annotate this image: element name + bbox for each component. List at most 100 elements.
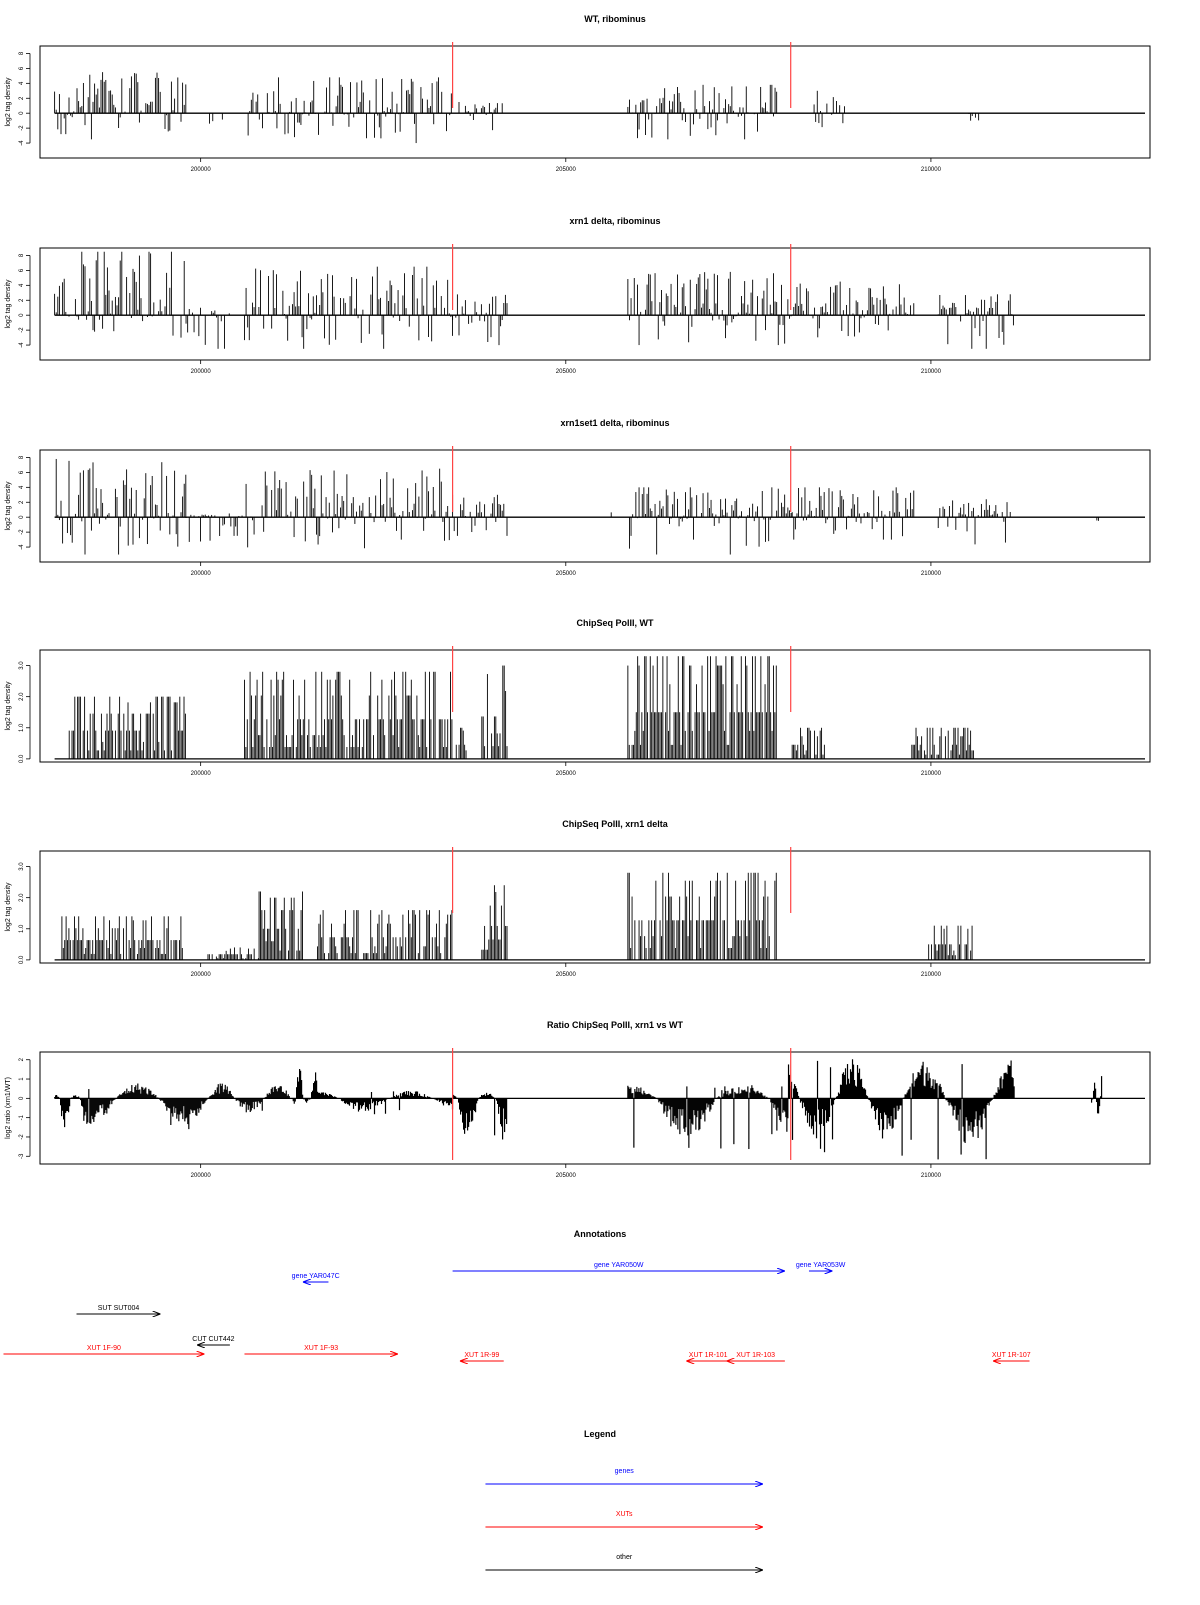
annotation-feature: gene YAR050W <box>452 1262 785 1271</box>
plot-frame <box>39 45 1151 159</box>
x-tick-label: 210000 <box>921 167 942 173</box>
signal-segment <box>627 1085 789 1150</box>
signal-segment <box>209 113 223 124</box>
signal-segment <box>791 487 915 540</box>
y-tick-label: 8 <box>19 51 25 55</box>
signal-segment <box>791 727 825 759</box>
annotation-feature: gene YAR053W <box>796 1262 846 1271</box>
legend-items: genes XUTs other <box>485 1468 763 1570</box>
y-tick-label: -2 <box>19 327 25 333</box>
panel-xrn1set1-ribominus: xrn1set1 delta, ribominus -4 -2 0 2 4 6 8 log2 t… <box>5 418 1151 577</box>
annotation-feature: gene YAR047C <box>292 1273 340 1282</box>
signal-bars <box>55 458 1099 555</box>
signal-segment <box>627 84 778 140</box>
x-tick-label: 200000 <box>191 167 212 173</box>
signal-segment <box>68 696 186 759</box>
x-tick-label: 210000 <box>921 972 942 978</box>
signal-segment <box>185 513 245 542</box>
y-tick-label: 3.0 <box>19 661 25 670</box>
signal-segment <box>247 77 452 144</box>
x-tick-label: 200000 <box>191 771 212 777</box>
signal-bars <box>61 872 973 960</box>
y-tick-label: 6 <box>19 66 25 70</box>
panel-title: Ratio ChipSeq PolII, xrn1 vs WT <box>547 1020 684 1030</box>
y-tick-label: 8 <box>19 253 25 257</box>
x-tick-label: 200000 <box>191 571 212 577</box>
y-axis-label: log2 tag density <box>5 681 12 731</box>
annotation-feature: XUT 1R-99 <box>459 1352 504 1361</box>
annotation-label: XUT 1R-101 <box>689 1352 728 1359</box>
signal-segment <box>244 266 453 349</box>
legend-label: genes <box>615 1468 635 1475</box>
y-axis-label: log2 tag density <box>5 77 12 127</box>
y-tick-label: 2 <box>19 500 25 504</box>
signal-segment <box>937 499 1011 545</box>
signal-segment <box>55 458 187 555</box>
panel-chip-wt: ChipSeq PolII, WT 0.0 1.0 2.0 3.0 log2 tag de… <box>5 618 1151 777</box>
signal-segment <box>452 294 508 346</box>
signal-bars <box>54 251 1014 349</box>
plot-frame <box>39 850 1151 964</box>
y-tick-label: 2.0 <box>19 692 25 701</box>
signal-segment <box>627 271 792 346</box>
y-tick-label: -2 <box>19 1134 25 1140</box>
legend-item-xut: XUTs <box>485 1511 763 1527</box>
y-tick-label: 1.0 <box>19 723 25 732</box>
y-tick-label: 0 <box>19 515 25 519</box>
y-tick-label: 4 <box>19 81 25 85</box>
y-tick-label: -4 <box>19 140 25 146</box>
legend-item-other: other <box>485 1554 763 1570</box>
panel-xrn1-ribominus: xrn1 delta, ribominus -4 -2 0 2 4 6 8 log2 tag d… <box>5 216 1151 375</box>
annotation-label: XUT 1R-103 <box>736 1352 775 1359</box>
legend-label: other <box>616 1554 633 1561</box>
y-tick-label: -1 <box>19 1114 25 1120</box>
legend-panel: Legend genes XUTs other <box>485 1429 763 1570</box>
y-axis-label: log2 ratio (xrn1/WT) <box>5 1077 12 1139</box>
legend-item-gene: genes <box>485 1468 763 1484</box>
signal-segment <box>481 885 508 960</box>
signal-bars <box>54 72 980 144</box>
signal-segment <box>54 1095 85 1128</box>
x-tick-label: 205000 <box>556 972 577 978</box>
x-tick-label: 200000 <box>191 1173 212 1179</box>
signal-segment <box>317 910 453 960</box>
panel-title: ChipSeq PolII, WT <box>577 618 654 628</box>
signal-segment <box>54 251 185 338</box>
y-tick-label: 1 <box>19 1077 25 1081</box>
signal-segment <box>928 925 973 960</box>
y-axis-label: log2 tag density <box>5 279 12 329</box>
signal-segment <box>455 727 467 759</box>
y-tick-label: -3 <box>19 1153 25 1159</box>
annotation-feature: XUT 1R-101 <box>686 1352 731 1361</box>
annotation-label: SUT SUT004 <box>98 1305 140 1312</box>
signal-segment <box>318 671 453 759</box>
signal-segment <box>610 512 614 518</box>
annotation-feature: XUT 1R-103 <box>726 1352 785 1361</box>
y-tick-label: -2 <box>19 529 25 535</box>
x-tick-label: 205000 <box>556 1173 577 1179</box>
y-tick-label: -4 <box>19 342 25 348</box>
annotation-label: XUT 1R-107 <box>992 1352 1031 1359</box>
signal-segment <box>258 891 303 960</box>
signal-segment <box>61 916 183 960</box>
signal-segment <box>54 72 187 140</box>
y-tick-label: 4 <box>19 283 25 287</box>
signal-segment <box>627 656 777 759</box>
annotation-label: gene YAR050W <box>594 1262 644 1269</box>
annotation-feature: XUT 1F-90 <box>3 1345 205 1354</box>
annotation-feature: SUT SUT004 <box>76 1305 161 1314</box>
plot-frame <box>39 449 1151 563</box>
annotation-label: gene YAR047C <box>292 1273 340 1280</box>
panel-title: ChipSeq PolII, xrn1 delta <box>562 819 669 829</box>
y-tick-label: 1.0 <box>19 924 25 933</box>
signal-segment <box>886 1060 1015 1160</box>
annotation-label: XUT 1R-99 <box>464 1352 499 1359</box>
signal-bars <box>68 656 974 759</box>
y-tick-label: 0 <box>19 1096 25 1100</box>
panel-title: WT, ribominus <box>584 14 646 24</box>
x-tick-label: 210000 <box>921 771 942 777</box>
y-tick-label: 0.0 <box>19 754 25 763</box>
signal-segment <box>452 102 505 131</box>
signal-segment <box>1090 1076 1103 1114</box>
